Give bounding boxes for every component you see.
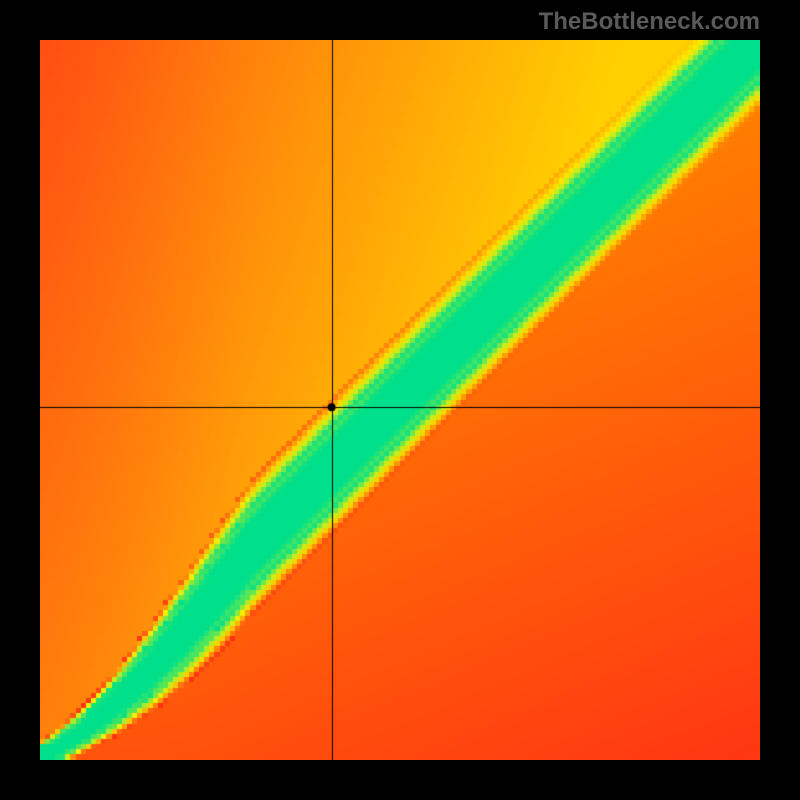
- chart-container: { "image": { "width": 800, "height": 800…: [0, 0, 800, 800]
- bottleneck-heatmap: [40, 40, 760, 760]
- watermark-text: TheBottleneck.com: [539, 8, 760, 36]
